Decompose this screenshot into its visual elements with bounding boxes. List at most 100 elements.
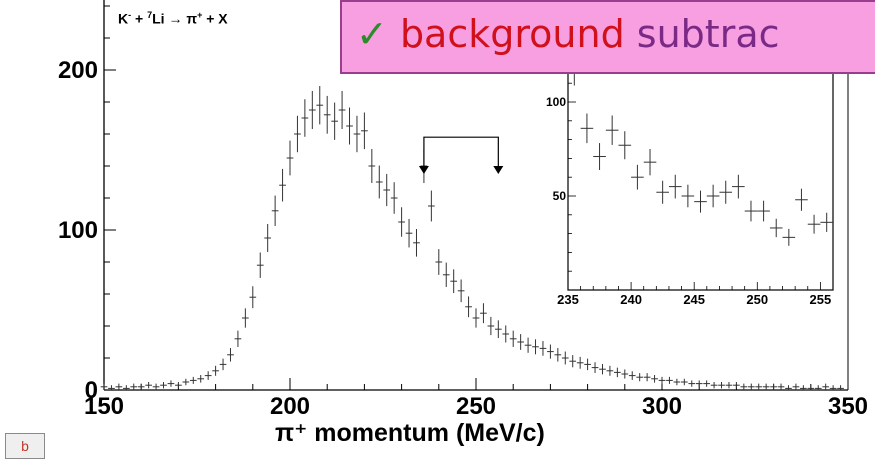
inset-y-tick-label: 50 <box>553 189 567 203</box>
data-point <box>331 102 338 140</box>
data-point <box>658 376 666 384</box>
data-point <box>346 107 353 145</box>
inset-x-tick-label: 250 <box>746 292 768 307</box>
data-point <box>405 218 413 248</box>
inset-data-point <box>757 200 770 222</box>
banner-word-background: background <box>399 12 625 56</box>
data-point <box>152 383 160 390</box>
inset-x-tick-label: 240 <box>620 292 642 307</box>
data-point <box>651 374 658 383</box>
data-point <box>591 362 599 373</box>
data-point <box>122 385 130 390</box>
data-point <box>160 382 167 389</box>
data-point <box>822 383 830 390</box>
data-point <box>524 337 532 353</box>
data-point <box>807 385 815 390</box>
data-point <box>502 325 510 343</box>
data-point <box>814 385 822 390</box>
data-point <box>785 385 792 390</box>
x-tick-label: 300 <box>642 393 682 420</box>
data-point <box>413 228 420 257</box>
data-point <box>703 380 710 387</box>
inset-data-point <box>681 184 695 208</box>
data-point <box>509 330 517 347</box>
data-point <box>710 382 718 389</box>
x-axis-title: π⁺ momentum (MeV/c) <box>275 419 545 447</box>
data-point <box>323 95 331 134</box>
data-point <box>621 369 629 379</box>
x-tick-label: 350 <box>828 393 868 420</box>
data-point <box>666 376 673 384</box>
inset-data-point <box>694 190 707 213</box>
data-point <box>242 308 249 328</box>
inset-data-point <box>631 164 644 190</box>
data-point <box>792 383 800 390</box>
data-point <box>539 341 547 356</box>
data-point <box>294 115 301 153</box>
data-point <box>189 376 197 384</box>
x-tick-label: 200 <box>270 393 310 420</box>
data-point <box>547 344 554 359</box>
data-point <box>428 190 435 222</box>
data-point <box>472 308 480 328</box>
data-point <box>450 269 458 294</box>
range-bracket <box>423 136 499 166</box>
data-point <box>227 348 234 362</box>
data-point <box>353 115 361 153</box>
inset-x-tick-label: 245 <box>683 292 705 307</box>
data-point <box>204 371 212 380</box>
data-point <box>308 90 316 130</box>
data-point <box>480 303 487 324</box>
data-point <box>465 296 472 318</box>
data-point <box>167 380 175 387</box>
data-point <box>338 90 346 130</box>
data-point <box>688 380 696 387</box>
data-point <box>733 382 740 389</box>
inset-data-point <box>719 180 733 204</box>
x-tick-label: 250 <box>456 393 496 420</box>
banner-word-subtraction: subtrac <box>636 12 780 56</box>
data-point <box>383 173 391 207</box>
inset-data-point <box>706 184 720 208</box>
data-point <box>747 383 755 390</box>
data-point <box>494 320 502 339</box>
inset-data-point <box>580 113 594 144</box>
x-tick-label: 150 <box>84 393 124 420</box>
arrow-down-icon <box>493 166 504 174</box>
panel-badge: b <box>5 433 45 459</box>
data-point <box>361 112 368 150</box>
inset-data-point <box>769 218 783 238</box>
inset-data-point <box>820 212 833 232</box>
data-point <box>614 367 621 378</box>
inset-data-point <box>668 174 682 199</box>
data-point <box>175 382 182 389</box>
inset-data-point <box>732 174 745 199</box>
data-point <box>725 382 733 389</box>
data-point <box>219 358 227 371</box>
inset-x-tick-label: 255 <box>810 292 832 307</box>
data-point <box>718 382 725 389</box>
inset-data-point <box>807 214 821 234</box>
data-point <box>554 348 562 362</box>
inset-data-point <box>593 143 606 170</box>
data-point <box>762 383 770 390</box>
inset-data-point <box>605 115 619 145</box>
data-point <box>375 165 383 199</box>
data-point <box>576 356 584 369</box>
inset-y-tick-label: 100 <box>546 95 566 109</box>
data-point <box>584 358 591 371</box>
inset-data-point <box>618 131 632 160</box>
inset-data-point <box>744 200 758 222</box>
data-point <box>286 140 294 176</box>
data-point <box>390 182 398 214</box>
data-point <box>137 383 145 390</box>
data-point <box>628 371 636 380</box>
data-point <box>532 339 539 355</box>
data-point <box>130 383 138 390</box>
data-point <box>487 316 495 336</box>
arrow-down-icon <box>418 166 429 174</box>
data-point <box>115 383 123 390</box>
data-point <box>673 378 681 386</box>
data-point <box>271 195 279 227</box>
